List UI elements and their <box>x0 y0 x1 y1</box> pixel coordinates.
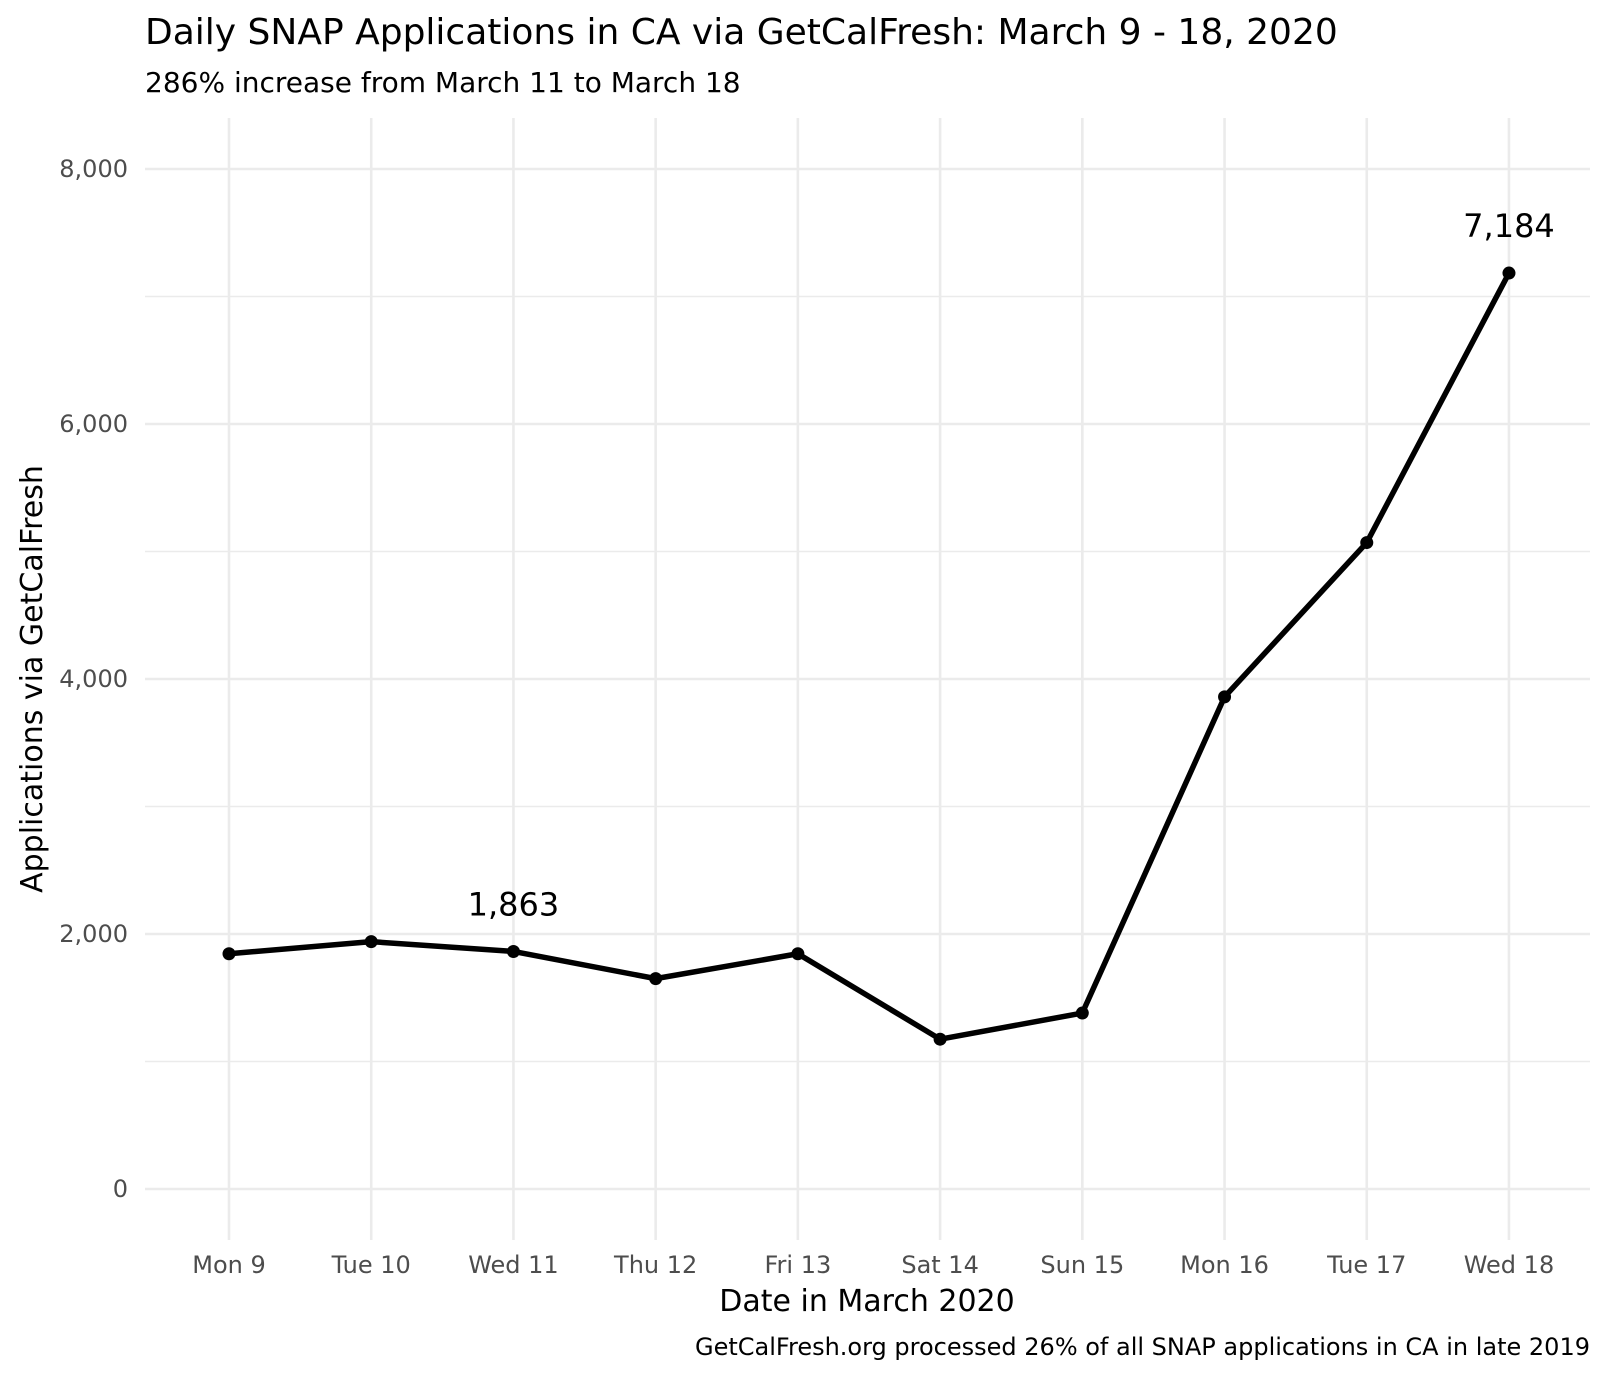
series-line <box>226 270 1512 1042</box>
grid-lines <box>145 118 1590 1240</box>
x-tick-label: Wed 11 <box>468 1251 559 1279</box>
chart-title: Daily SNAP Applications in CA via GetCal… <box>145 12 1338 53</box>
data-point <box>1502 266 1516 280</box>
x-tick-label: Sat 14 <box>901 1251 979 1279</box>
chart-caption: GetCalFresh.org processed 26% of all SNA… <box>695 1333 1590 1361</box>
x-tick-label: Mon 16 <box>1180 1251 1269 1279</box>
x-tick-label: Wed 18 <box>1464 1251 1555 1279</box>
y-tick-label: 8,000 <box>59 155 128 183</box>
data-points <box>222 266 1516 1046</box>
x-tick-label: Thu 12 <box>613 1251 697 1279</box>
y-tick-labels: 0 2,000 4,000 6,000 8,000 <box>59 155 128 1203</box>
data-point <box>364 935 378 949</box>
x-tick-labels: Mon 9 Tue 10 Wed 11 Thu 12 Fri 13 Sat 14 Sun 1… <box>192 1251 1554 1279</box>
data-point <box>1218 690 1232 704</box>
chart-subtitle: 286% increase from March 11 to March 18 <box>145 66 741 99</box>
x-axis-label: Date in March 2020 <box>719 1284 1014 1319</box>
data-point <box>791 947 805 961</box>
x-tick-label: Fri 13 <box>764 1251 831 1279</box>
data-point <box>1075 1006 1089 1020</box>
series-line-group <box>226 270 1512 1042</box>
data-label: 1,863 <box>468 885 560 923</box>
data-point <box>506 944 520 958</box>
x-tick-label: Tue 17 <box>1326 1251 1406 1279</box>
y-tick-label: 4,000 <box>59 665 128 693</box>
data-point <box>649 972 663 986</box>
x-tick-label: Sun 15 <box>1040 1251 1124 1279</box>
data-point <box>222 947 236 961</box>
data-label: 7,184 <box>1463 207 1555 245</box>
x-tick-label: Tue 10 <box>331 1251 411 1279</box>
data-point <box>933 1032 947 1046</box>
annotations: 1,863 7,184 <box>468 207 1555 923</box>
y-tick-label: 0 <box>113 1175 128 1203</box>
y-axis-label: Applications via GetCalFresh <box>15 465 50 893</box>
x-tick-label: Mon 9 <box>192 1251 266 1279</box>
y-tick-label: 6,000 <box>59 410 128 438</box>
data-point <box>1360 536 1374 550</box>
y-tick-label: 2,000 <box>59 920 128 948</box>
